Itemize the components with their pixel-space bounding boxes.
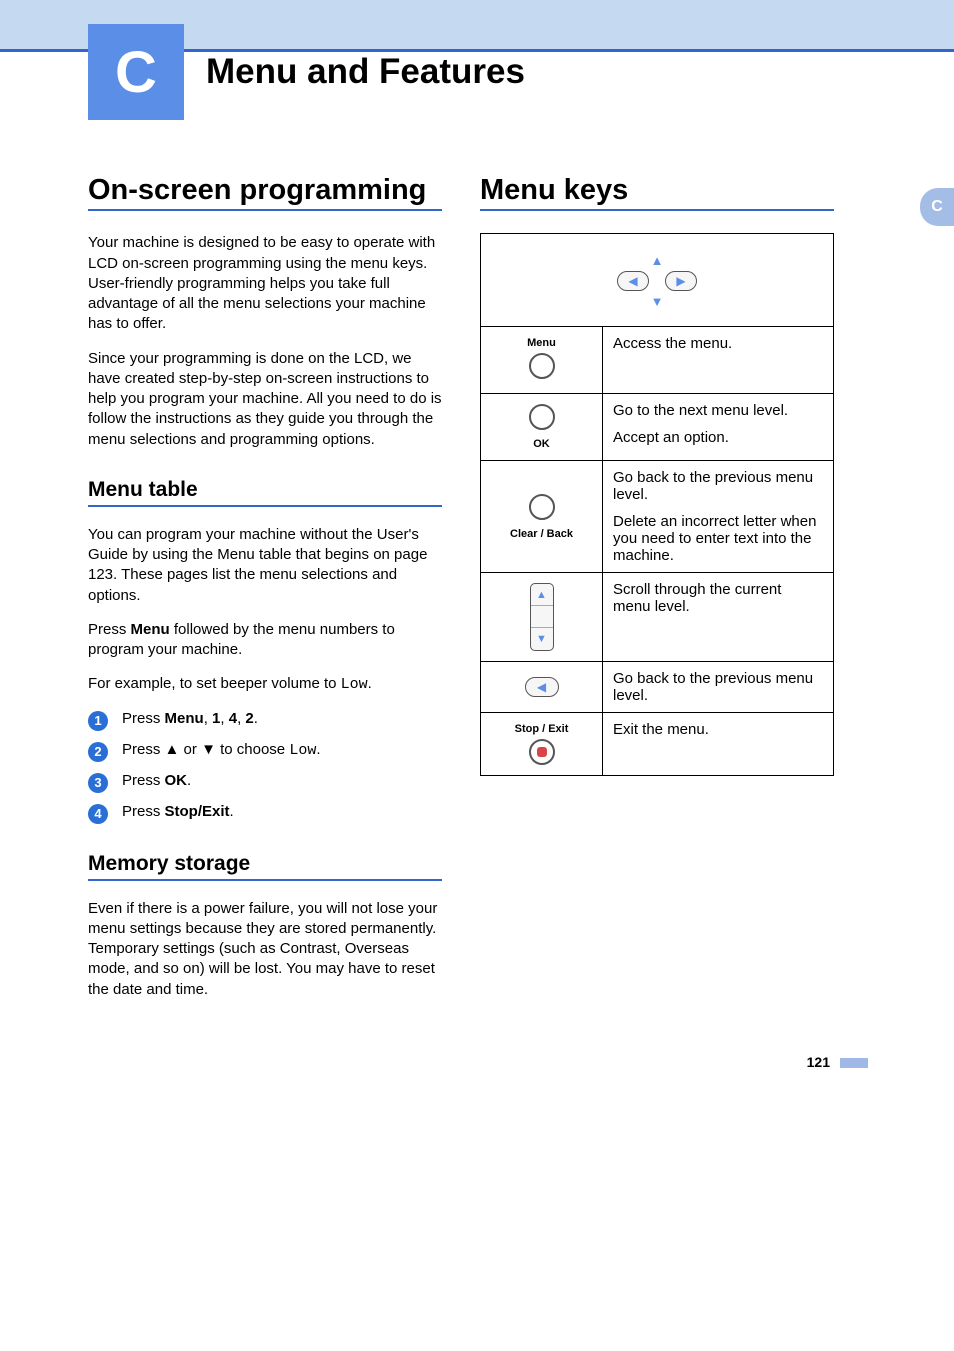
step-4-text: Press Stop/Exit. bbox=[122, 803, 234, 820]
table-row: Clear / Back Go back to the previous men… bbox=[481, 461, 834, 573]
right-column: Menu keys ▲ ◀ ▶ ▼ Menu bbox=[480, 174, 834, 1014]
step-num-1-icon: 1 bbox=[88, 711, 108, 731]
steps-list: 1 Press Menu, 1, 4, 2. 2 Press ▲ or ▼ to… bbox=[88, 710, 442, 824]
right-arrow-icon: ▶ bbox=[665, 271, 697, 291]
dpad-cell: ▲ ◀ ▶ ▼ bbox=[481, 234, 834, 327]
heading-menu-keys: Menu keys bbox=[480, 174, 834, 211]
step-3: 3 Press OK. bbox=[88, 772, 442, 793]
menu-button-icon bbox=[529, 353, 555, 379]
step-2-text: Press ▲ or ▼ to choose Low. bbox=[122, 741, 321, 759]
table-row: ▲ ◀ ▶ ▼ bbox=[481, 234, 834, 327]
page-tick-icon bbox=[840, 1058, 868, 1068]
clear-key-label: Clear / Back bbox=[485, 528, 598, 540]
left-pill-icon: ◀ bbox=[525, 677, 559, 697]
step-1-text: Press Menu, 1, 4, 2. bbox=[122, 710, 258, 727]
updown-strip-icon: ▲ ▼ bbox=[530, 583, 554, 651]
updown-key-desc: Scroll through the current menu level. bbox=[603, 573, 834, 662]
table-row: Menu Access the menu. bbox=[481, 327, 834, 394]
menu-key-desc: Access the menu. bbox=[603, 327, 834, 394]
clear-button-icon bbox=[529, 494, 555, 520]
page-number: 121 bbox=[0, 1014, 954, 1100]
ok-key-label: OK bbox=[485, 438, 598, 450]
chapter-badge: C bbox=[88, 24, 184, 120]
step-2: 2 Press ▲ or ▼ to choose Low. bbox=[88, 741, 442, 762]
step-num-3-icon: 3 bbox=[88, 773, 108, 793]
step-4: 4 Press Stop/Exit. bbox=[88, 803, 442, 824]
ok-key-cell: OK bbox=[481, 394, 603, 461]
step-num-2-icon: 2 bbox=[88, 742, 108, 762]
side-tab: C bbox=[920, 188, 954, 226]
stop-key-cell: Stop / Exit bbox=[481, 713, 603, 776]
table-row: ◀ Go back to the previous menu level. bbox=[481, 662, 834, 713]
menu-key-label: Menu bbox=[485, 337, 598, 349]
dpad-icon: ▲ ◀ ▶ ▼ bbox=[609, 254, 705, 308]
stop-button-icon bbox=[529, 739, 555, 765]
menu-keys-table: ▲ ◀ ▶ ▼ Menu Access the menu. bbox=[480, 233, 834, 776]
chapter-title: Menu and Features bbox=[206, 52, 525, 92]
left-key-desc: Go back to the previous menu level. bbox=[603, 662, 834, 713]
left-column: On-screen programming Your machine is de… bbox=[88, 174, 442, 1014]
left-key-cell: ◀ bbox=[481, 662, 603, 713]
step-3-text: Press OK. bbox=[122, 772, 191, 789]
menu-key-cell: Menu bbox=[481, 327, 603, 394]
menu-table-para-3: For example, to set beeper volume to Low… bbox=[88, 674, 442, 695]
menu-table-para-1: You can program your machine without the… bbox=[88, 525, 442, 606]
clear-key-desc: Go back to the previous menu level. Dele… bbox=[603, 461, 834, 573]
chapter-heading: C Menu and Features bbox=[88, 24, 954, 120]
table-row: OK Go to the next menu level. Accept an … bbox=[481, 394, 834, 461]
menu-table-para-2: Press Menu followed by the menu numbers … bbox=[88, 620, 442, 661]
intro-para-1: Your machine is designed to be easy to o… bbox=[88, 233, 442, 334]
heading-memory-storage: Memory storage bbox=[88, 852, 442, 881]
stop-key-desc: Exit the menu. bbox=[603, 713, 834, 776]
heading-menu-table: Menu table bbox=[88, 478, 442, 507]
table-row: ▲ ▼ Scroll through the current menu leve… bbox=[481, 573, 834, 662]
heading-onscreen-programming: On-screen programming bbox=[88, 174, 442, 211]
step-num-4-icon: 4 bbox=[88, 804, 108, 824]
left-arrow-icon: ◀ bbox=[617, 271, 649, 291]
step-1: 1 Press Menu, 1, 4, 2. bbox=[88, 710, 442, 731]
intro-para-2: Since your programming is done on the LC… bbox=[88, 349, 442, 450]
updown-key-cell: ▲ ▼ bbox=[481, 573, 603, 662]
stop-key-label: Stop / Exit bbox=[485, 723, 598, 735]
table-row: Stop / Exit Exit the menu. bbox=[481, 713, 834, 776]
clear-key-cell: Clear / Back bbox=[481, 461, 603, 573]
ok-button-icon bbox=[529, 404, 555, 430]
ok-key-desc: Go to the next menu level. Accept an opt… bbox=[603, 394, 834, 461]
memory-storage-para: Even if there is a power failure, you wi… bbox=[88, 899, 442, 1000]
